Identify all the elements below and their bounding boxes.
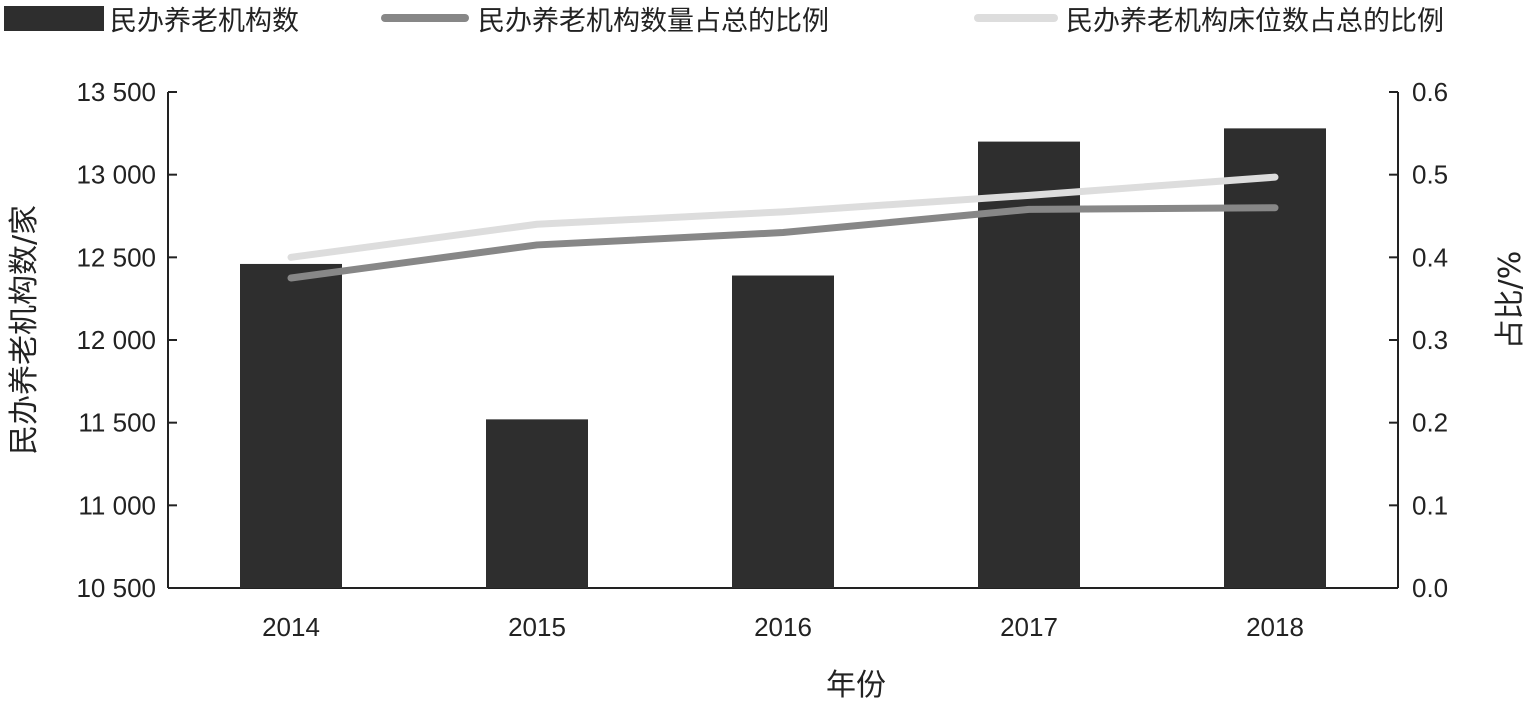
x-tick-label: 2014 [262,612,320,642]
line-series [287,173,1279,282]
y-axis-title: 民办养老机构数/家 [7,205,42,455]
x-tick-label: 2018 [1246,612,1304,642]
bar [1224,128,1326,588]
legend-label-bars: 民办养老机构数 [110,6,299,37]
x-tick-label: 2016 [754,612,812,642]
right-tick-label: 0.1 [1412,490,1448,520]
x-tick-label: 2015 [508,612,566,642]
left-tick-label: 11 000 [78,490,156,520]
line-count-ratio [287,204,1279,282]
x-axis-ticks: 2014 2015 2016 2017 2018 [262,612,1304,642]
y2-axis-title: 占比/% [1493,251,1528,350]
left-tick-label: 12 500 [76,242,156,272]
left-tick-label: 11 500 [78,408,156,438]
bar [732,275,834,588]
right-tick-label: 0.2 [1412,408,1448,438]
left-tick-label: 10 500 [76,573,156,603]
left-tick-label: 13 500 [76,77,156,107]
bar [240,263,342,588]
left-tick-label: 12 000 [76,325,156,355]
bar [486,419,588,588]
legend-swatch-bars [4,6,104,31]
right-tick-label: 0.3 [1412,325,1448,355]
right-tick-label: 0.6 [1412,77,1448,107]
right-axis-ticks: 0.0 0.1 0.2 0.3 0.4 0.5 0.6 [1389,77,1448,603]
left-axis-ticks: 10 500 11 000 11 500 12 000 12 500 13 000 13 5… [76,77,177,603]
x-tick-label: 2017 [1000,612,1058,642]
line-bed-ratio [287,173,1279,261]
legend-label-line-2: 民办养老机构床位数占总的比例 [1066,6,1444,37]
right-tick-label: 0.4 [1412,242,1448,272]
left-tick-label: 13 000 [76,160,156,190]
legend-label-line-1: 民办养老机构数量占总的比例 [478,6,829,37]
legend: 民办养老机构数 民办养老机构数量占总的比例 民办养老机构床位数占总的比例 [4,6,1444,37]
x-axis-title: 年份 [826,668,886,702]
bar-series [240,128,1326,588]
right-tick-label: 0.0 [1412,573,1448,603]
right-tick-label: 0.5 [1412,160,1448,190]
